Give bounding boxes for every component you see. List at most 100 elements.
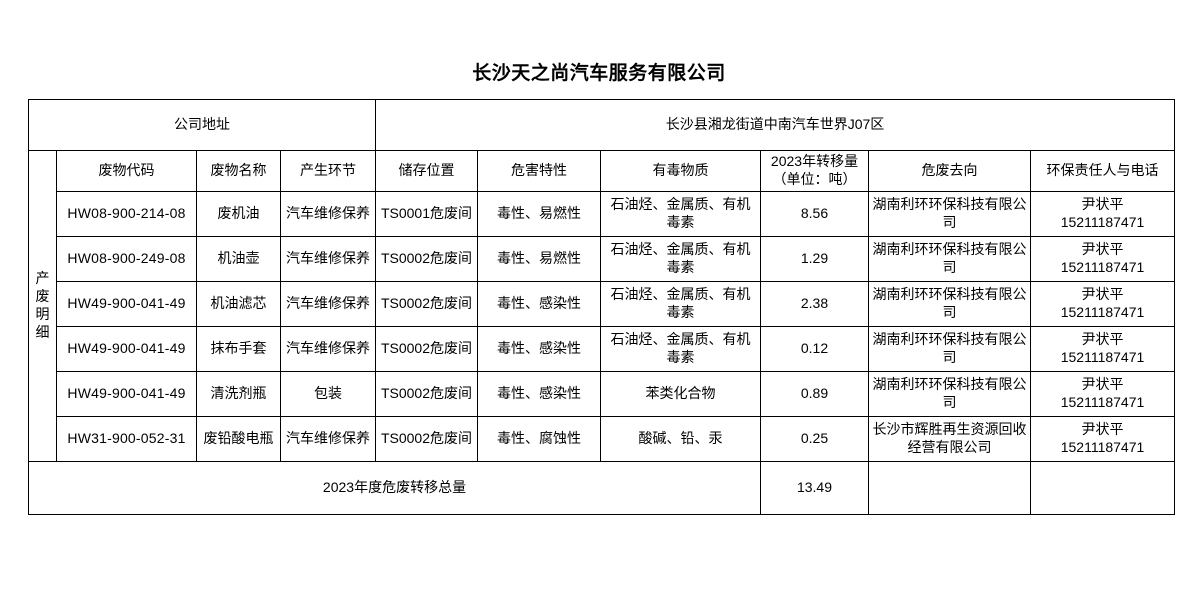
total-destination-empty bbox=[868, 460, 1031, 515]
cell-toxic-substance: 苯类化合物 bbox=[600, 370, 761, 417]
cell-transfer-amount: 0.89 bbox=[760, 370, 869, 417]
contact-name: 尹状平 bbox=[1081, 420, 1124, 437]
cell-transfer-amount: 0.25 bbox=[760, 415, 869, 462]
table-row: HW49-900-041-49 抹布手套 汽车维修保养 TS0002危废间 毒性… bbox=[29, 325, 1176, 372]
cell-contact: 尹状平 15211187471 bbox=[1029, 190, 1176, 237]
cell-waste-name: 废机油 bbox=[196, 190, 281, 237]
contact-phone: 15211187471 bbox=[1060, 438, 1145, 455]
vertical-label-char-2: 明 bbox=[35, 305, 50, 322]
cell-waste-name: 机油壶 bbox=[196, 235, 281, 282]
cell-destination: 长沙市辉胜再生资源回收经营有限公司 bbox=[868, 415, 1031, 462]
contact-phone: 15211187471 bbox=[1060, 213, 1145, 230]
transfer-amount-line2: （单位：吨） bbox=[772, 170, 857, 187]
cell-waste-code: HW49-900-041-49 bbox=[56, 370, 197, 417]
cell-generation-stage: 汽车维修保养 bbox=[280, 325, 376, 372]
column-header-destination: 危废去向 bbox=[868, 150, 1031, 192]
total-contact-empty bbox=[1029, 460, 1176, 515]
column-header-generation-stage: 产生环节 bbox=[280, 150, 376, 192]
table-row: HW08-900-249-08 机油壶 汽车维修保养 TS0002危废间 毒性、… bbox=[29, 235, 1176, 282]
cell-storage-location: TS0002危废间 bbox=[375, 325, 478, 372]
table-row: HW31-900-052-31 废铅酸电瓶 汽车维修保养 TS0002危废间 毒… bbox=[29, 415, 1176, 462]
cell-generation-stage: 汽车维修保养 bbox=[280, 280, 376, 327]
column-header-hazard-property: 危害特性 bbox=[477, 150, 601, 192]
cell-contact: 尹状平 15211187471 bbox=[1029, 370, 1176, 417]
column-header-toxic-substance: 有毒物质 bbox=[600, 150, 761, 192]
total-label: 2023年度危废转移总量 bbox=[28, 460, 761, 515]
company-address-label: 公司地址 bbox=[28, 99, 376, 151]
cell-contact: 尹状平 15211187471 bbox=[1029, 325, 1176, 372]
cell-toxic-substance: 石油烃、金属质、有机毒素 bbox=[600, 235, 761, 282]
transfer-amount-line1: 2023年转移量 bbox=[770, 153, 859, 169]
contact-name: 尹状平 bbox=[1081, 240, 1124, 257]
cell-storage-location: TS0002危废间 bbox=[375, 235, 478, 282]
cell-transfer-amount: 0.12 bbox=[760, 325, 869, 372]
hazardous-waste-table: 公司地址 长沙县湘龙街道中南汽车世界J07区 产 废 明 细 废物代码 废物名称… bbox=[28, 99, 1176, 515]
cell-toxic-substance: 石油烃、金属质、有机毒素 bbox=[600, 190, 761, 237]
total-row: 2023年度危废转移总量 13.49 bbox=[28, 460, 1176, 515]
cell-transfer-amount: 8.56 bbox=[760, 190, 869, 237]
cell-destination: 湖南利环环保科技有限公司 bbox=[868, 235, 1031, 282]
cell-transfer-amount: 2.38 bbox=[760, 280, 869, 327]
cell-generation-stage: 汽车维修保养 bbox=[280, 190, 376, 237]
cell-hazard-property: 毒性、腐蚀性 bbox=[477, 415, 601, 462]
contact-phone: 15211187471 bbox=[1060, 348, 1145, 365]
cell-storage-location: TS0001危废间 bbox=[375, 190, 478, 237]
cell-contact: 尹状平 15211187471 bbox=[1029, 415, 1176, 462]
cell-storage-location: TS0002危废间 bbox=[375, 370, 478, 417]
column-header-waste-code: 废物代码 bbox=[56, 150, 197, 192]
cell-waste-name: 抹布手套 bbox=[196, 325, 281, 372]
vertical-label-char-1: 废 bbox=[35, 288, 50, 304]
contact-name: 尹状平 bbox=[1081, 195, 1124, 212]
cell-generation-stage: 包装 bbox=[280, 370, 376, 417]
cell-waste-code: HW31-900-052-31 bbox=[56, 415, 197, 462]
cell-storage-location: TS0002危废间 bbox=[375, 280, 478, 327]
table-row: HW49-900-041-49 清洗剂瓶 包装 TS0002危废间 毒性、感染性… bbox=[29, 370, 1176, 417]
cell-waste-code: HW08-900-249-08 bbox=[56, 235, 197, 282]
table-header-row: 产 废 明 细 废物代码 废物名称 产生环节 储存位置 危害特性 有毒物质 20… bbox=[28, 150, 1176, 462]
table-row: HW08-900-214-08 废机油 汽车维修保养 TS0001危废间 毒性、… bbox=[29, 190, 1176, 237]
cell-waste-name: 废铅酸电瓶 bbox=[196, 415, 281, 462]
cell-toxic-substance: 石油烃、金属质、有机毒素 bbox=[600, 280, 761, 327]
contact-name: 尹状平 bbox=[1081, 375, 1124, 392]
cell-storage-location: TS0002危废间 bbox=[375, 415, 478, 462]
cell-waste-code: HW49-900-041-49 bbox=[56, 280, 197, 327]
cell-hazard-property: 毒性、易燃性 bbox=[477, 235, 601, 282]
cell-waste-name: 机油滤芯 bbox=[196, 280, 281, 327]
page-title: 长沙天之尚汽车服务有限公司 bbox=[472, 63, 726, 84]
cell-destination: 湖南利环环保科技有限公司 bbox=[868, 190, 1031, 237]
cell-hazard-property: 毒性、感染性 bbox=[477, 280, 601, 327]
cell-waste-name: 清洗剂瓶 bbox=[196, 370, 281, 417]
address-row: 公司地址 长沙县湘龙街道中南汽车世界J07区 bbox=[28, 99, 1176, 151]
cell-destination: 湖南利环环保科技有限公司 bbox=[868, 370, 1031, 417]
vertical-label-char-0: 产 bbox=[35, 270, 50, 287]
contact-phone: 15211187471 bbox=[1060, 393, 1145, 410]
section-vertical-label: 产 废 明 细 bbox=[28, 150, 57, 462]
cell-toxic-substance: 酸碱、铅、汞 bbox=[600, 415, 761, 462]
column-header-storage-location: 储存位置 bbox=[375, 150, 478, 192]
company-address-value: 长沙县湘龙街道中南汽车世界J07区 bbox=[374, 99, 1176, 151]
total-value: 13.49 bbox=[760, 460, 869, 515]
cell-toxic-substance: 石油烃、金属质、有机毒素 bbox=[600, 325, 761, 372]
cell-hazard-property: 毒性、易燃性 bbox=[477, 190, 601, 237]
cell-hazard-property: 毒性、感染性 bbox=[477, 370, 601, 417]
table-row: HW49-900-041-49 机油滤芯 汽车维修保养 TS0002危废间 毒性… bbox=[29, 280, 1176, 327]
contact-name: 尹状平 bbox=[1081, 285, 1124, 302]
cell-destination: 湖南利环环保科技有限公司 bbox=[868, 280, 1031, 327]
column-header-transfer-amount: 2023年转移量 （单位：吨） bbox=[760, 150, 869, 192]
contact-phone: 15211187471 bbox=[1060, 303, 1145, 320]
vertical-label-char-3: 细 bbox=[35, 323, 50, 340]
cell-generation-stage: 汽车维修保养 bbox=[280, 235, 376, 282]
cell-contact: 尹状平 15211187471 bbox=[1029, 280, 1176, 327]
cell-destination: 湖南利环环保科技有限公司 bbox=[868, 325, 1031, 372]
cell-waste-code: HW49-900-041-49 bbox=[56, 325, 197, 372]
column-header-waste-name: 废物名称 bbox=[196, 150, 281, 192]
column-header-contact: 环保责任人与电话 bbox=[1029, 150, 1176, 192]
contact-name: 尹状平 bbox=[1081, 330, 1124, 347]
cell-contact: 尹状平 15211187471 bbox=[1029, 235, 1176, 282]
cell-waste-code: HW08-900-214-08 bbox=[56, 190, 197, 237]
cell-transfer-amount: 1.29 bbox=[760, 235, 869, 282]
cell-generation-stage: 汽车维修保养 bbox=[280, 415, 376, 462]
contact-phone: 15211187471 bbox=[1060, 258, 1145, 275]
cell-hazard-property: 毒性、感染性 bbox=[477, 325, 601, 372]
